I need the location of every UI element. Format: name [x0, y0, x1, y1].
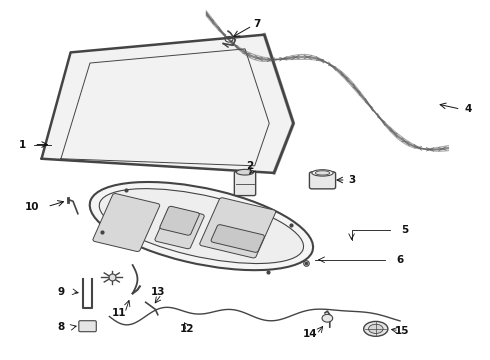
Text: 3: 3 — [348, 175, 355, 185]
FancyBboxPatch shape — [200, 198, 276, 258]
Text: 4: 4 — [464, 104, 471, 114]
Ellipse shape — [364, 321, 388, 336]
Text: 13: 13 — [150, 287, 165, 297]
Text: 1: 1 — [19, 140, 26, 149]
Text: 9: 9 — [57, 287, 65, 297]
FancyBboxPatch shape — [211, 225, 265, 252]
Text: 15: 15 — [395, 326, 410, 336]
FancyBboxPatch shape — [234, 171, 256, 195]
Text: 14: 14 — [303, 329, 318, 339]
Text: 10: 10 — [24, 202, 39, 212]
FancyBboxPatch shape — [155, 207, 204, 249]
Polygon shape — [42, 35, 294, 173]
FancyBboxPatch shape — [160, 206, 199, 235]
FancyBboxPatch shape — [79, 321, 96, 332]
FancyBboxPatch shape — [309, 172, 336, 189]
Text: 6: 6 — [396, 255, 404, 265]
Text: 7: 7 — [253, 19, 261, 29]
Text: 5: 5 — [401, 225, 409, 235]
Text: 11: 11 — [112, 308, 126, 318]
Ellipse shape — [368, 324, 383, 333]
Text: 2: 2 — [246, 161, 253, 171]
Circle shape — [322, 314, 333, 322]
Ellipse shape — [236, 169, 254, 175]
Ellipse shape — [90, 182, 313, 270]
Ellipse shape — [99, 189, 304, 264]
Ellipse shape — [315, 171, 330, 175]
Ellipse shape — [312, 170, 333, 176]
Text: 8: 8 — [57, 322, 65, 332]
Text: 12: 12 — [180, 324, 194, 334]
FancyBboxPatch shape — [93, 194, 160, 252]
